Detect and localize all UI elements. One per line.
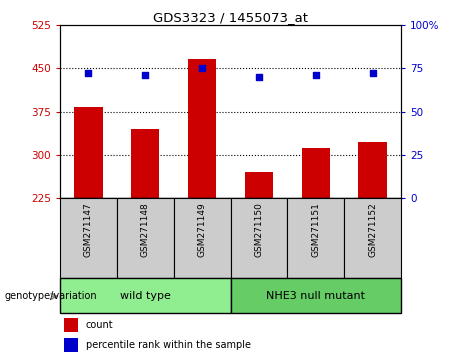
- Text: wild type: wild type: [120, 291, 171, 301]
- Text: genotype/variation: genotype/variation: [5, 291, 97, 301]
- Bar: [188, 59, 216, 198]
- Text: GSM271149: GSM271149: [198, 202, 207, 257]
- Text: NHE3 null mutant: NHE3 null mutant: [266, 291, 365, 301]
- Bar: [60, 198, 117, 278]
- Bar: [60, 278, 230, 313]
- Bar: [174, 198, 230, 278]
- Bar: [301, 148, 330, 198]
- Text: count: count: [86, 320, 113, 330]
- Bar: [131, 129, 160, 198]
- Text: percentile rank within the sample: percentile rank within the sample: [86, 340, 251, 350]
- Text: GSM271148: GSM271148: [141, 202, 150, 257]
- Point: [255, 74, 263, 80]
- Bar: [74, 107, 102, 198]
- Bar: [287, 198, 344, 278]
- Point: [312, 72, 319, 78]
- Bar: [344, 198, 401, 278]
- Bar: [358, 142, 387, 198]
- Bar: [64, 318, 78, 332]
- Point: [198, 65, 206, 71]
- Text: GSM271151: GSM271151: [311, 202, 320, 257]
- Text: GSM271152: GSM271152: [368, 202, 377, 257]
- Point: [142, 72, 149, 78]
- Bar: [117, 198, 174, 278]
- Text: GSM271150: GSM271150: [254, 202, 263, 257]
- Bar: [64, 338, 78, 352]
- Bar: [230, 278, 401, 313]
- Bar: [230, 198, 287, 278]
- Bar: [245, 172, 273, 198]
- Point: [369, 70, 376, 76]
- Point: [85, 70, 92, 76]
- Text: GSM271147: GSM271147: [84, 202, 93, 257]
- Title: GDS3323 / 1455073_at: GDS3323 / 1455073_at: [153, 11, 308, 24]
